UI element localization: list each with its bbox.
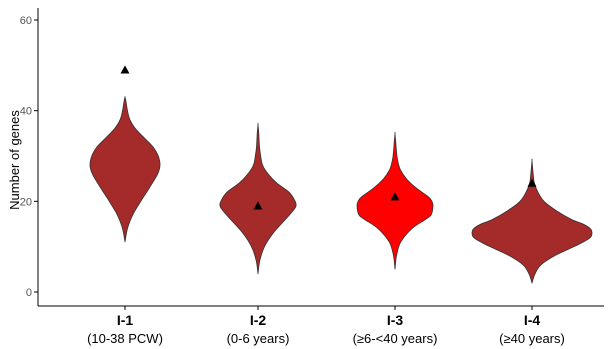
- observed-marker-4: [527, 178, 537, 187]
- y-tick-label-60: 60: [20, 15, 32, 27]
- x-category-sublabel-2: (0-6 years): [227, 331, 290, 346]
- x-category-label-1: I-1: [117, 312, 134, 328]
- x-category-sublabel-4: (≥40 years): [499, 331, 565, 346]
- observed-marker-3: [390, 192, 400, 201]
- y-axis-title: Number of genes: [7, 110, 22, 210]
- x-category-label-2: I-2: [250, 312, 267, 328]
- violins-group: [89, 96, 593, 285]
- violin-1: [89, 96, 161, 243]
- y-tick-label-40: 40: [20, 106, 32, 118]
- axes-group: 0 20 40 60 I-1 (10-38 PCW) I-2 (0-6 years) I-3 (≥…: [20, 8, 604, 346]
- violin-4: [471, 158, 593, 285]
- y-tick-label-20: 20: [20, 196, 32, 208]
- violin-3: [356, 131, 434, 270]
- x-category-sublabel-1: (10-38 PCW): [87, 331, 163, 346]
- violin-2: [219, 122, 297, 274]
- x-category-label-4: I-4: [524, 312, 541, 328]
- x-category-label-3: I-3: [387, 312, 404, 328]
- y-tick-label-0: 0: [26, 287, 32, 299]
- x-category-sublabel-3: (≥6-<40 years): [353, 331, 438, 346]
- observed-marker-2: [253, 201, 263, 210]
- observed-markers-group: [120, 65, 537, 210]
- observed-marker-1: [120, 65, 130, 74]
